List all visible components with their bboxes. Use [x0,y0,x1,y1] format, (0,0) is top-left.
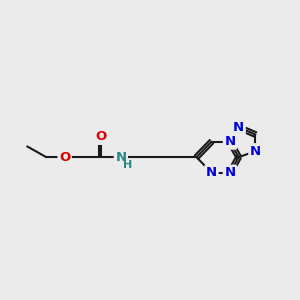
Text: N: N [115,151,127,164]
Text: O: O [59,151,70,164]
Text: N: N [224,166,236,179]
Text: O: O [95,130,107,143]
Text: N: N [224,135,236,148]
Text: N: N [206,166,217,179]
Text: N: N [250,145,261,158]
Text: N: N [233,121,244,134]
Text: H: H [123,160,132,170]
